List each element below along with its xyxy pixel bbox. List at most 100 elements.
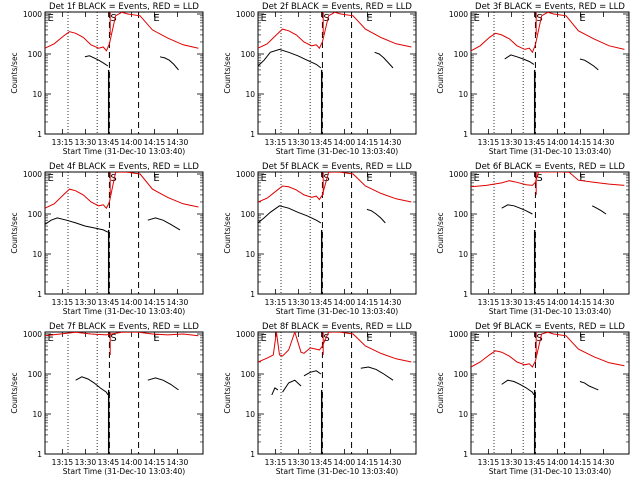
y-tick-label: 10 [245,250,255,259]
y-tick-label: 10 [458,90,468,99]
x-tick-label: 13:15 [52,298,74,307]
event-marker: E [474,173,480,184]
events-series-line [360,366,394,381]
lld-series-line [258,332,412,363]
panel-6: Det 6f BLACK = Events, RED = LLD 1 10 100 10… [436,162,630,316]
events-series-line [271,387,279,396]
x-tick-label: 13:45 [524,458,546,467]
y-tick-label: 1000 [236,170,255,179]
y-tick-label: 1 [37,290,42,299]
events-series-line [258,205,322,224]
event-marker: S [110,173,116,184]
x-axis-label: Start Time (31-Dec-10 13:03:40) [63,147,185,156]
x-tick-label: 14:30 [380,138,402,147]
events-series-line [303,370,322,377]
lld-series-line [45,332,199,337]
x-tick-label: 13:45 [524,138,546,147]
x-tick-label: 14:15 [357,298,379,307]
x-tick-label: 14:00 [121,458,143,467]
x-tick-label: 14:30 [167,138,189,147]
y-axis-label: Counts/sec [436,372,445,413]
x-tick-label: 14:00 [334,458,356,467]
event-marker: E [261,173,267,184]
event-marker: E [153,333,159,344]
x-tick-label: 14:15 [357,458,379,467]
x-tick-label: 13:45 [98,458,120,467]
y-tick-label: 100 [454,210,469,219]
event-marker: E [153,173,159,184]
x-tick-label: 14:15 [357,138,379,147]
event-marker: S [536,333,542,344]
x-tick-label: 14:00 [334,138,356,147]
panel-9: Det 9f BLACK = Events, RED = LLD 1 10 100 10… [436,322,630,476]
y-tick-label: 1 [463,130,468,139]
panel-5: Det 5f BLACK = Events, RED = LLD 1 10 100 10… [223,162,417,316]
panel-title: Det 7f BLACK = Events, RED = LLD [49,322,199,332]
plot-frame [470,171,630,295]
panel-title: Det 5f BLACK = Events, RED = LLD [262,162,412,172]
plot-frame [257,331,417,455]
plot-frame [44,11,204,135]
panel-7: Det 7f BLACK = Events, RED = LLD 1 10 100 10… [10,322,204,476]
x-tick-label: 14:15 [570,458,592,467]
y-tick-label: 1000 [236,10,255,19]
event-marker: S [110,13,116,24]
events-series-line [258,48,322,69]
x-tick-label: 13:30 [288,138,310,147]
x-tick-label: 13:30 [75,298,97,307]
panel-1: Det 1f BLACK = Events, RED = LLD 1 10 100 10… [10,2,204,156]
panel-title: Det 1f BLACK = Events, RED = LLD [49,2,199,12]
event-marker: E [261,333,267,344]
x-axis-label: Start Time (31-Dec-10 13:03:40) [63,307,185,316]
y-tick-label: 10 [458,410,468,419]
y-tick-label: 100 [454,50,469,59]
y-tick-label: 100 [28,50,43,59]
y-tick-label: 1000 [449,330,468,339]
panel-8: Det 8f BLACK = Events, RED = LLD 1 10 100 10… [223,322,417,476]
lld-series-line [45,172,199,210]
x-tick-label: 13:30 [288,458,310,467]
events-series-line [501,204,533,215]
event-marker: E [366,333,372,344]
panel-title: Det 8f BLACK = Events, RED = LLD [262,322,412,332]
y-tick-label: 1 [463,450,468,459]
x-tick-label: 14:00 [547,458,569,467]
y-tick-label: 1000 [449,170,468,179]
x-tick-label: 13:15 [265,138,287,147]
panel-2: Det 2f BLACK = Events, RED = LLD 1 10 100 10… [223,2,417,156]
x-tick-label: 14:00 [121,298,143,307]
x-axis-label: Start Time (31-Dec-10 13:03:40) [276,147,398,156]
y-tick-label: 100 [454,370,469,379]
event-marker: E [579,13,585,24]
event-marker: S [110,333,116,344]
lld-series-line [258,12,412,50]
x-tick-label: 13:15 [52,458,74,467]
events-series-line [159,56,179,71]
y-axis-label: Counts/sec [223,212,232,253]
x-tick-label: 14:15 [144,138,166,147]
x-axis-label: Start Time (31-Dec-10 13:03:40) [489,147,611,156]
event-marker: S [323,333,329,344]
x-tick-label: 13:45 [311,458,333,467]
event-marker: S [536,173,542,184]
event-marker: S [536,13,542,24]
event-marker: E [579,173,585,184]
y-axis-label: Counts/sec [10,212,19,253]
event-marker: E [474,13,480,24]
panel-4: Det 4f BLACK = Events, RED = LLD 1 10 100 10… [10,162,204,316]
x-axis-label: Start Time (31-Dec-10 13:03:40) [276,307,398,316]
event-marker: E [366,173,372,184]
event-marker: E [261,13,267,24]
x-tick-label: 13:45 [98,138,120,147]
events-series-line [147,217,181,231]
y-axis-label: Counts/sec [436,52,445,93]
y-tick-label: 10 [458,250,468,259]
events-series-line [45,217,109,233]
y-tick-label: 1000 [23,10,42,19]
x-tick-label: 13:15 [478,298,500,307]
y-tick-label: 1000 [23,330,42,339]
x-tick-label: 14:30 [380,298,402,307]
events-series-line [591,205,607,215]
event-marker: E [48,13,54,24]
y-tick-label: 100 [241,370,256,379]
